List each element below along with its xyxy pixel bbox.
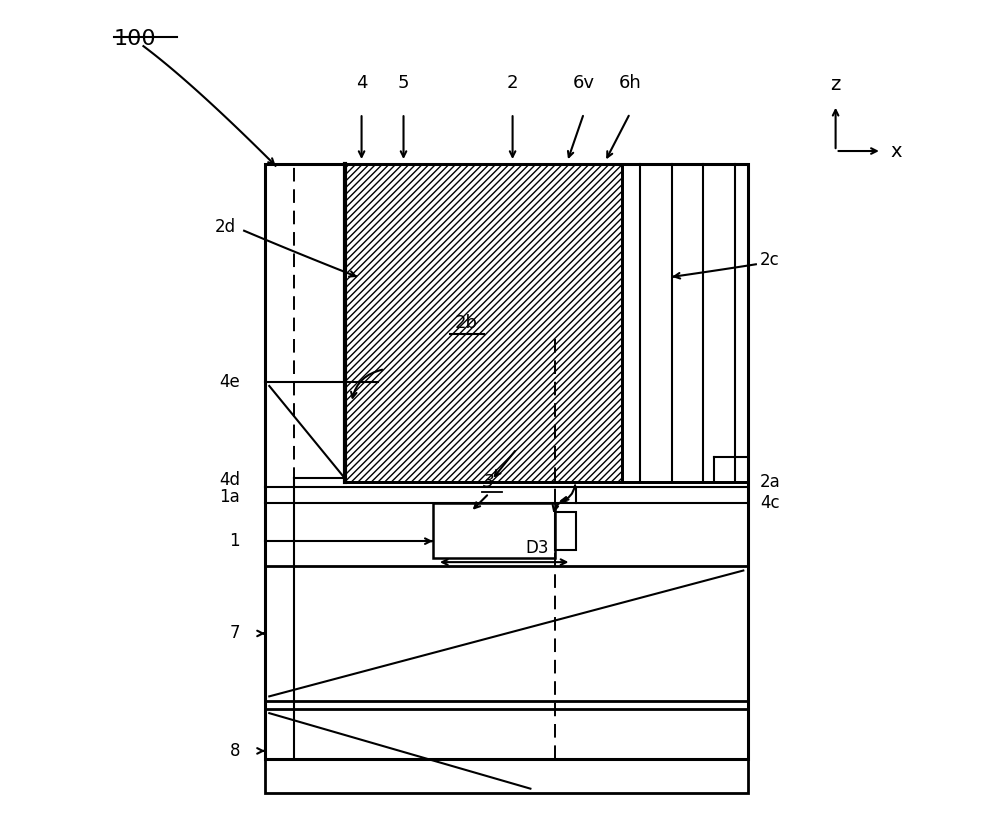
Text: D3: D3 [525,539,549,557]
Text: z: z [830,75,841,94]
Bar [265,709,748,793]
Bar [622,164,748,482]
Bar [433,503,555,558]
Bar [265,566,748,701]
Text: 4c: 4c [760,494,780,513]
Text: 4e: 4e [219,373,240,391]
Text: 2c: 2c [760,251,780,269]
Text: 3: 3 [483,473,495,491]
Text: 6v: 6v [573,75,595,92]
Text: x: x [890,142,902,160]
Text: 1a: 1a [219,487,240,506]
Text: 6h: 6h [619,75,641,92]
Text: 1: 1 [229,532,240,550]
Text: 2d: 2d [215,217,236,236]
Text: 4d: 4d [219,471,240,489]
Text: 2b: 2b [455,314,478,332]
Text: 7: 7 [229,624,240,643]
Bar [345,164,622,482]
Bar [555,512,576,550]
Text: 5: 5 [398,75,409,92]
Text: 8: 8 [229,742,240,760]
Text: 100: 100 [114,29,157,50]
Text: 2: 2 [507,75,518,92]
Text: 4: 4 [356,75,367,92]
Bar [265,164,748,759]
Text: 2a: 2a [760,473,781,492]
